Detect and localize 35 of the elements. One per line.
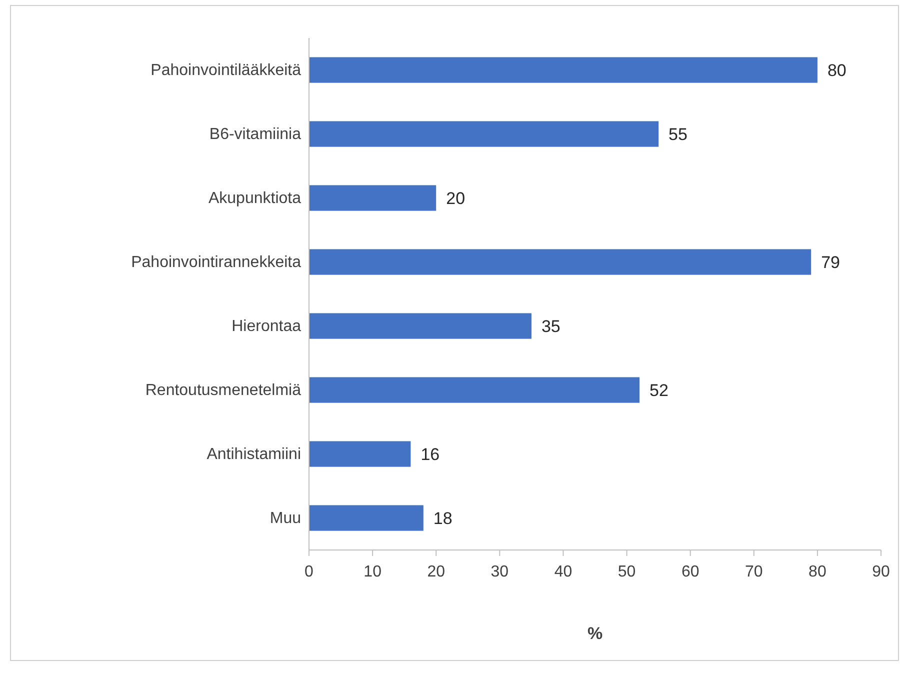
x-tick-label: 50 xyxy=(618,564,636,581)
x-tick-label: 80 xyxy=(808,564,826,581)
bar xyxy=(309,441,411,467)
bar xyxy=(309,121,659,147)
y-tick-label: Akupunktiota xyxy=(208,190,302,208)
data-label: 79 xyxy=(821,252,840,272)
bar xyxy=(309,57,818,83)
x-tick-label: 30 xyxy=(490,564,509,581)
y-tick-label: Antihistamiini xyxy=(206,446,301,464)
data-label: 52 xyxy=(649,380,668,400)
data-label: 80 xyxy=(827,60,846,80)
y-tick-label: Pahoinvointilääkkeitä xyxy=(150,62,302,80)
x-tick-label: 60 xyxy=(681,564,700,581)
x-tick-label: 90 xyxy=(872,564,890,581)
y-tick-label: Muu xyxy=(270,510,301,528)
data-label: 16 xyxy=(420,444,440,464)
y-tick-label: B6-vitamiinia xyxy=(209,126,302,144)
bar xyxy=(309,377,640,403)
x-axis-title: % xyxy=(587,624,603,643)
data-label: 20 xyxy=(446,188,466,208)
x-tick-label: 20 xyxy=(427,564,446,581)
data-label: 35 xyxy=(541,316,560,336)
x-tick-label: 10 xyxy=(364,564,382,581)
x-tick-label: 40 xyxy=(554,564,572,581)
x-tick-label: 0 xyxy=(304,564,314,581)
x-tick-label: 70 xyxy=(744,564,763,581)
y-tick-label: Hierontaa xyxy=(232,318,302,336)
y-tick-label: Pahoinvointirannekkeita xyxy=(131,254,302,272)
bar xyxy=(309,185,436,211)
data-label: 55 xyxy=(668,124,688,144)
bar xyxy=(309,505,424,531)
bar xyxy=(309,249,812,275)
data-label: 18 xyxy=(433,508,452,528)
bar xyxy=(309,313,532,339)
y-tick-label: Rentoutusmenetelmiä xyxy=(145,382,302,400)
